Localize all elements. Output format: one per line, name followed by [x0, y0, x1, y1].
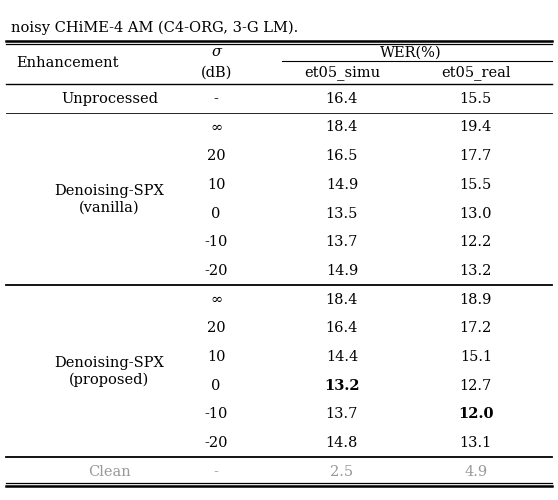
- Text: 10: 10: [207, 178, 225, 192]
- Text: et05_simu: et05_simu: [304, 66, 380, 80]
- Text: 13.7: 13.7: [326, 408, 358, 422]
- Text: 15.1: 15.1: [460, 350, 492, 364]
- Text: 17.7: 17.7: [460, 149, 492, 163]
- Text: -10: -10: [204, 408, 228, 422]
- Text: et05_real: et05_real: [441, 66, 511, 80]
- Text: -: -: [214, 465, 219, 479]
- Text: Clean: Clean: [88, 465, 131, 479]
- Text: 16.4: 16.4: [326, 322, 358, 336]
- Text: Enhancement: Enhancement: [17, 56, 119, 70]
- Text: 16.5: 16.5: [326, 149, 358, 163]
- Text: 10: 10: [207, 350, 225, 364]
- Text: 2.5: 2.5: [330, 465, 353, 479]
- Text: 13.2: 13.2: [324, 378, 360, 392]
- Text: ∞: ∞: [210, 120, 222, 134]
- Text: 13.7: 13.7: [326, 235, 358, 249]
- Text: 18.9: 18.9: [460, 292, 492, 306]
- Text: 16.4: 16.4: [326, 92, 358, 106]
- Text: 4.9: 4.9: [464, 465, 488, 479]
- Text: ∞: ∞: [210, 292, 222, 306]
- Text: -10: -10: [204, 235, 228, 249]
- Text: 13.0: 13.0: [460, 206, 492, 220]
- Text: Denoising-SPX
(proposed): Denoising-SPX (proposed): [55, 356, 165, 386]
- Text: 19.4: 19.4: [460, 120, 492, 134]
- Text: 15.5: 15.5: [460, 92, 492, 106]
- Text: 0: 0: [211, 378, 221, 392]
- Text: 0: 0: [211, 206, 221, 220]
- Text: 17.2: 17.2: [460, 322, 492, 336]
- Text: 14.9: 14.9: [326, 178, 358, 192]
- Text: WER(%): WER(%): [379, 46, 441, 60]
- Text: 18.4: 18.4: [326, 120, 358, 134]
- Text: 20: 20: [207, 322, 225, 336]
- Text: Denoising-SPX
(vanilla): Denoising-SPX (vanilla): [55, 184, 165, 214]
- Text: noisy CHiME-4 AM (C4-ORG, 3-G LM).: noisy CHiME-4 AM (C4-ORG, 3-G LM).: [11, 20, 299, 35]
- Text: 20: 20: [207, 149, 225, 163]
- Text: 12.0: 12.0: [458, 408, 494, 422]
- Text: 13.1: 13.1: [460, 436, 492, 450]
- Text: Unprocessed: Unprocessed: [61, 92, 158, 106]
- Text: -20: -20: [204, 436, 228, 450]
- Text: -20: -20: [204, 264, 228, 278]
- Text: 12.2: 12.2: [460, 235, 492, 249]
- Text: -: -: [214, 92, 219, 106]
- Text: (dB): (dB): [200, 66, 232, 80]
- Text: 12.7: 12.7: [460, 378, 492, 392]
- Text: σ: σ: [211, 46, 221, 60]
- Text: 15.5: 15.5: [460, 178, 492, 192]
- Text: 13.5: 13.5: [326, 206, 358, 220]
- Text: 13.2: 13.2: [460, 264, 492, 278]
- Text: 14.9: 14.9: [326, 264, 358, 278]
- Text: 14.4: 14.4: [326, 350, 358, 364]
- Text: 14.8: 14.8: [326, 436, 358, 450]
- Text: 18.4: 18.4: [326, 292, 358, 306]
